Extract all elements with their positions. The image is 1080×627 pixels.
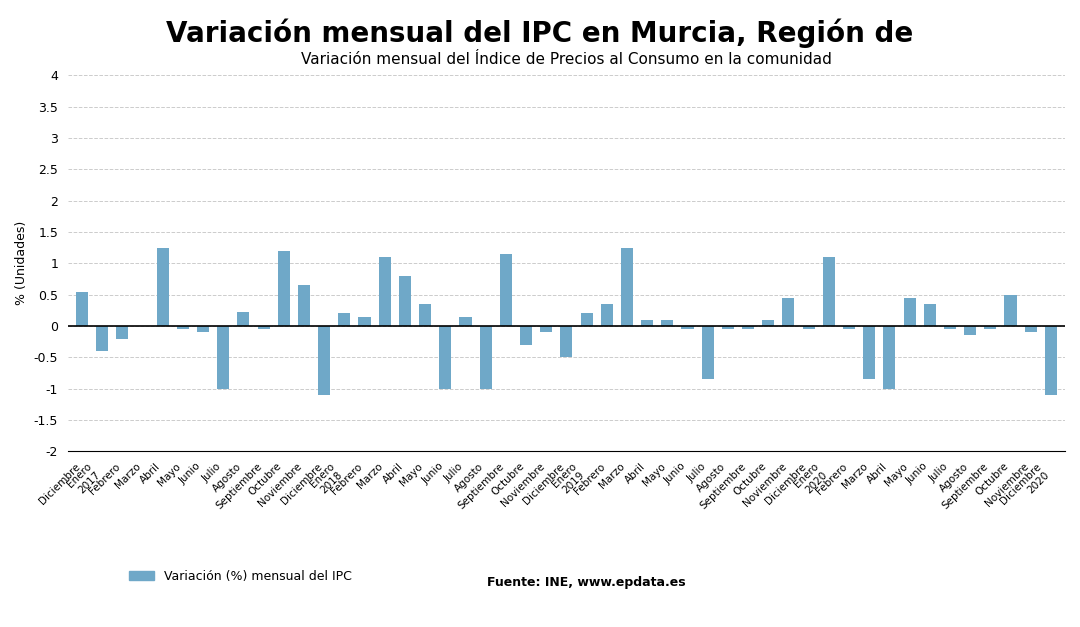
Bar <box>923 304 935 326</box>
Bar <box>76 292 87 326</box>
Bar <box>278 251 289 326</box>
Bar <box>117 326 129 339</box>
Bar <box>419 304 431 326</box>
Bar <box>1044 326 1057 395</box>
Bar <box>802 326 814 329</box>
Bar <box>681 326 693 329</box>
Bar <box>238 312 249 326</box>
Bar <box>661 320 673 326</box>
Bar <box>782 298 795 326</box>
Bar <box>459 317 472 326</box>
Bar <box>944 326 956 329</box>
Bar <box>379 257 391 326</box>
Bar <box>984 326 997 329</box>
Bar <box>298 285 310 326</box>
Bar <box>500 254 512 326</box>
Bar <box>480 326 491 389</box>
Bar <box>742 326 754 329</box>
Bar <box>561 326 572 357</box>
Bar <box>843 326 855 329</box>
Bar <box>642 320 653 326</box>
Bar <box>1025 326 1037 332</box>
Bar <box>904 298 916 326</box>
Bar <box>721 326 734 329</box>
Title: Variación mensual del Índice de Precios al Consumo en la comunidad: Variación mensual del Índice de Precios … <box>301 52 832 67</box>
Bar <box>319 326 330 395</box>
Bar <box>540 326 552 332</box>
Text: Variación mensual del IPC en Murcia, Región de: Variación mensual del IPC en Murcia, Reg… <box>166 19 914 48</box>
Bar <box>440 326 451 389</box>
Bar <box>96 326 108 351</box>
Bar <box>823 257 835 326</box>
Bar <box>399 276 411 326</box>
Bar <box>600 304 612 326</box>
Bar <box>621 248 633 326</box>
Bar <box>863 326 875 379</box>
Text: Fuente: INE, www.epdata.es: Fuente: INE, www.epdata.es <box>487 576 685 589</box>
Bar <box>257 326 270 329</box>
Bar <box>157 248 168 326</box>
Legend: Variación (%) mensual del IPC: Variación (%) mensual del IPC <box>124 565 356 588</box>
Bar <box>883 326 895 389</box>
Bar <box>702 326 714 379</box>
Bar <box>964 326 976 335</box>
Bar <box>762 320 774 326</box>
Bar <box>1004 295 1016 326</box>
Bar <box>581 314 593 326</box>
Bar <box>359 317 370 326</box>
Bar <box>197 326 210 332</box>
Bar <box>519 326 532 345</box>
Y-axis label: % (Unidades): % (Unidades) <box>15 221 28 305</box>
Bar <box>338 314 350 326</box>
Bar <box>217 326 229 389</box>
Bar <box>177 326 189 329</box>
